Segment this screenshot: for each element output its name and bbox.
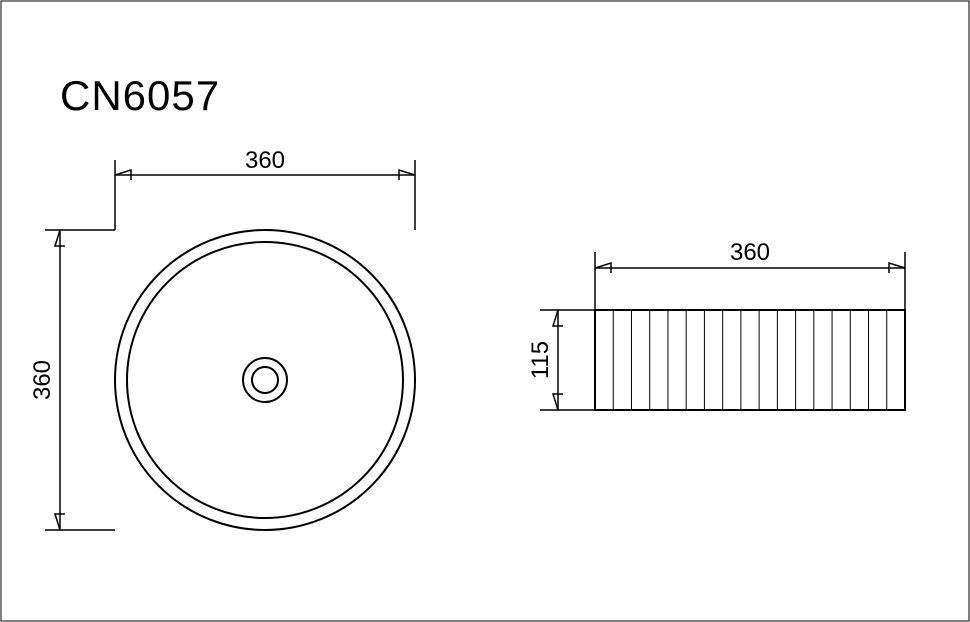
dim-diameter-top: 360	[245, 147, 285, 174]
dim-height: 115	[527, 341, 554, 379]
basin-side-outline	[595, 310, 905, 410]
drain-outer	[243, 358, 287, 402]
product-code: CN6057	[60, 72, 220, 119]
drain-inner	[252, 367, 278, 393]
basin-outer-rim	[115, 230, 415, 530]
side-view: 360 115	[527, 239, 905, 410]
top-view: 360 360	[29, 147, 415, 530]
dim-diameter-left: 360	[29, 360, 56, 400]
dim-width: 360	[730, 239, 770, 266]
basin-inner-rim	[127, 242, 403, 518]
basin-ridges	[613, 310, 887, 410]
